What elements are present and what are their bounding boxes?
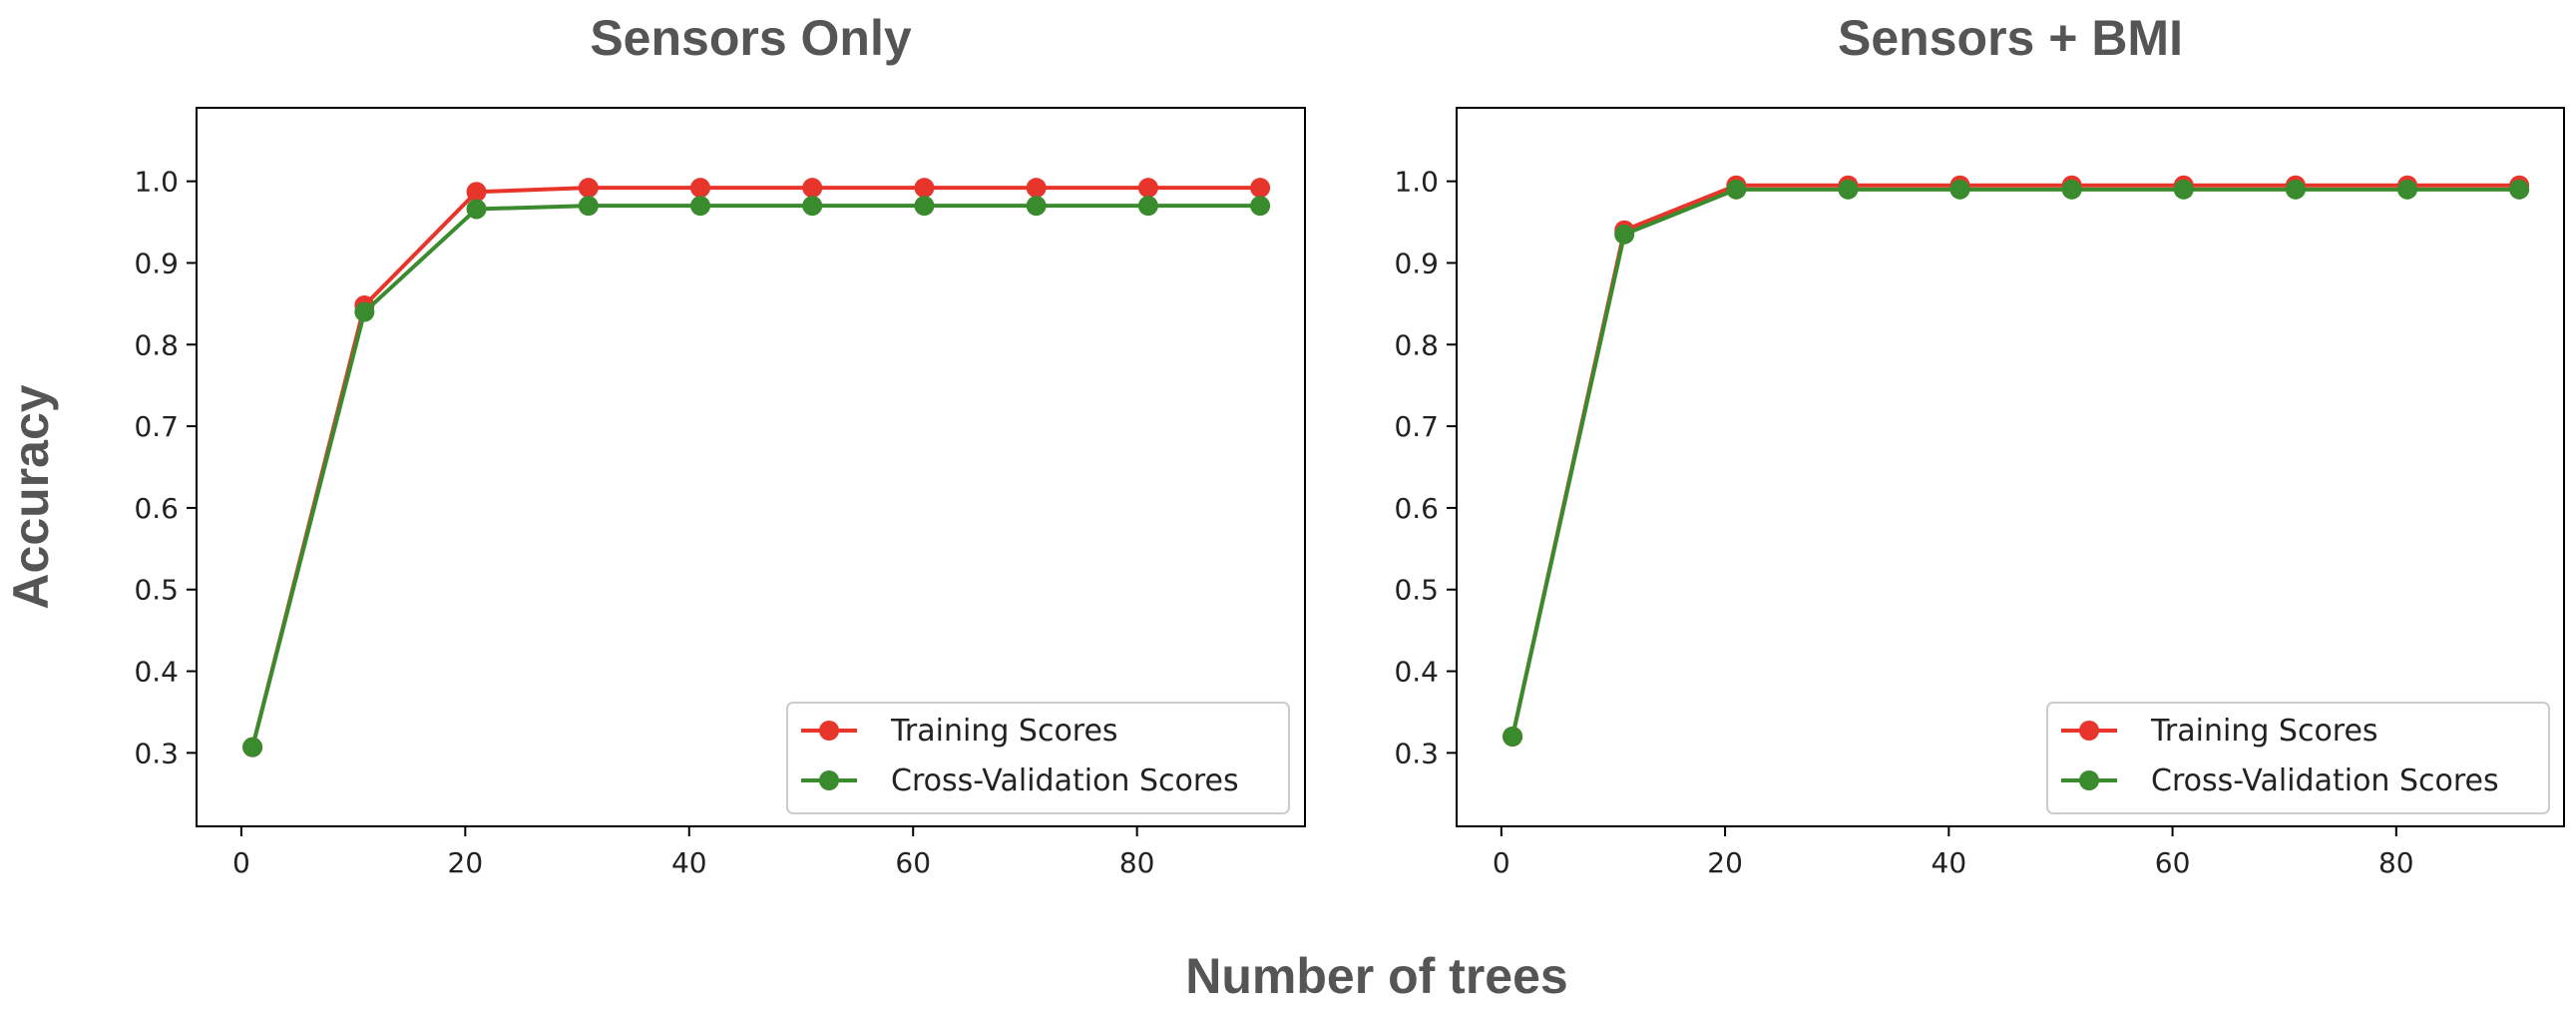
legend-training-scores-marker xyxy=(2079,721,2099,741)
legend-box xyxy=(2046,702,2550,814)
training-scores-point xyxy=(466,182,487,203)
y-tick-label: 0.5 xyxy=(134,574,179,607)
cross-validation-scores-point xyxy=(242,737,263,758)
legend-training-scores-marker xyxy=(819,721,839,741)
plot-frame xyxy=(1456,107,2565,827)
legend-cross-validation-scores-marker xyxy=(819,770,839,790)
chart-title: Sensors + BMI xyxy=(1838,10,2183,66)
training-scores-point xyxy=(1137,178,1158,199)
y-tick-label: 0.4 xyxy=(134,656,179,689)
cross-validation-scores-point xyxy=(466,199,487,220)
x-tick-label: 40 xyxy=(1932,846,1967,879)
cross-validation-scores-point xyxy=(1026,196,1047,217)
training-scores-point xyxy=(914,178,935,199)
x-tick-label: 40 xyxy=(671,846,707,879)
y-tick-label: 0.6 xyxy=(1394,492,1439,525)
cross-validation-scores-point xyxy=(2397,179,2418,200)
cross-validation-scores-point xyxy=(1503,727,1523,747)
figure-y-axis-label: Accuracy xyxy=(3,384,59,609)
y-tick-label: 0.7 xyxy=(1394,410,1439,443)
legend-cross-validation-scores-marker xyxy=(2079,770,2099,790)
cross-validation-scores-point xyxy=(2173,179,2194,200)
training-scores-point xyxy=(690,178,710,199)
cross-validation-scores-point xyxy=(2285,179,2306,200)
y-tick-label: 0.8 xyxy=(134,328,179,361)
cross-validation-scores-line xyxy=(1510,187,2520,738)
cross-validation-scores-point xyxy=(1250,196,1271,217)
y-tick-label: 1.0 xyxy=(1394,166,1439,199)
cross-validation-scores-point xyxy=(802,196,823,217)
y-tick-label: 0.5 xyxy=(1394,574,1439,607)
x-tick-label: 80 xyxy=(1119,846,1155,879)
chart-title: Sensors Only xyxy=(590,10,912,66)
cross-validation-scores-point xyxy=(690,196,710,217)
legend-box xyxy=(786,702,1290,814)
training-scores-point xyxy=(1250,178,1271,199)
y-tick-label: 0.7 xyxy=(134,410,179,443)
x-tick-label: 20 xyxy=(448,846,484,879)
y-tick-label: 0.9 xyxy=(134,247,179,279)
figure-x-axis-label: Number of trees xyxy=(1185,948,1567,1004)
x-tick-label: 0 xyxy=(232,846,250,879)
x-tick-label: 20 xyxy=(1707,846,1743,879)
plot-frame xyxy=(196,107,1306,827)
chart-panel-1: Sensors Only 0.3 0.4 0.5 0.6 0.7 0.8 0.9 1.0 0 20 4… xyxy=(134,10,1306,879)
y-tick-label: 0.3 xyxy=(1394,737,1439,769)
legend-cross-validation-scores-label: Cross-Validation Scores xyxy=(2151,763,2499,798)
chart-panel-2: Sensors + BMI 0.3 0.4 0.5 0.6 0.7 0.8 0.9 1.0 0 20… xyxy=(1394,10,2565,879)
training-scores-point xyxy=(802,178,823,199)
cross-validation-scores-point xyxy=(1949,179,1970,200)
y-tick-label: 0.9 xyxy=(1394,247,1439,279)
legend: Training Scores Cross-Validation Scores xyxy=(786,702,1290,814)
cross-validation-scores-point xyxy=(1726,179,1747,200)
x-tick-label: 0 xyxy=(1493,846,1510,879)
cross-validation-scores-point xyxy=(2509,179,2530,200)
cross-validation-scores-point xyxy=(914,196,935,217)
cross-validation-scores-point xyxy=(1614,224,1635,245)
legend-training-scores-label: Training Scores xyxy=(890,714,1118,749)
x-tick-label: 60 xyxy=(2155,846,2191,879)
y-tick-label: 0.3 xyxy=(134,737,179,769)
x-tick-label: 80 xyxy=(2378,846,2414,879)
cross-validation-scores-point xyxy=(578,196,599,217)
y-tick-label: 0.8 xyxy=(1394,328,1439,361)
training-scores-point xyxy=(1026,178,1047,199)
x-tick-label: 60 xyxy=(895,846,931,879)
training-scores-point xyxy=(578,178,599,199)
legend: Training Scores Cross-Validation Scores xyxy=(2046,702,2550,814)
cross-validation-scores-point xyxy=(354,301,375,322)
training-scores-line xyxy=(1510,183,2520,738)
cross-validation-scores-point xyxy=(2061,179,2082,200)
legend-training-scores-label: Training Scores xyxy=(2150,714,2378,749)
cross-validation-scores-point xyxy=(1137,196,1158,217)
y-tick-label: 1.0 xyxy=(134,166,179,199)
training-scores-line xyxy=(250,186,1261,749)
cross-validation-scores-line xyxy=(250,204,1261,749)
cross-validation-scores-point xyxy=(1838,179,1859,200)
y-tick-label: 0.6 xyxy=(134,492,179,525)
y-tick-label: 0.4 xyxy=(1394,656,1439,689)
legend-cross-validation-scores-label: Cross-Validation Scores xyxy=(891,763,1239,798)
